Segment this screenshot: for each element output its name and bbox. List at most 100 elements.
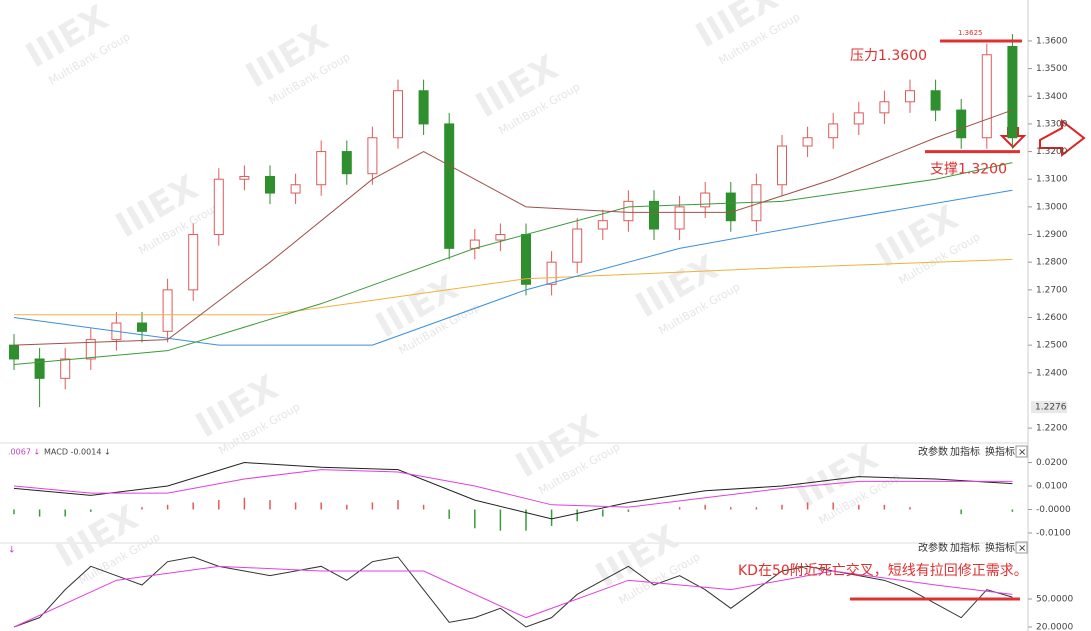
macd-bar: [806, 502, 809, 510]
y-tick-label: 1.2800: [1036, 258, 1068, 268]
close-button[interactable]: ×: [1018, 447, 1026, 458]
macd-bar: [90, 509, 92, 512]
indicator-line: [14, 258, 1013, 316]
macd-bar: [781, 504, 783, 510]
y-tick-label: 1.2400: [1036, 368, 1068, 378]
indicator-line: [13, 162, 1013, 366]
y-tick-label: 1.3400: [1036, 92, 1068, 102]
candle-body: [802, 137, 813, 147]
high-label: 1.3625: [958, 29, 983, 37]
panel-button[interactable]: 换指标: [985, 445, 1015, 458]
candle-body: [879, 101, 890, 114]
candle-body: [597, 220, 608, 230]
macd-bar: [346, 504, 348, 510]
macd-bar: [909, 507, 911, 510]
candle-body: [239, 175, 250, 180]
panel-button[interactable]: 加指标: [950, 541, 980, 554]
candle-body: [777, 145, 787, 186]
macd-bar: [550, 509, 553, 526]
macd-bar: [448, 509, 450, 519]
y-tick-label: 1.3100: [1036, 175, 1068, 185]
panel-button[interactable]: 改参数: [918, 541, 948, 554]
candle-body: [85, 339, 96, 360]
macd-header: MACD -0.0014 ↓: [44, 448, 111, 457]
macd-bar: [1011, 509, 1014, 512]
macd-bar: [602, 509, 604, 517]
y-tick-label: 1.3200: [1036, 147, 1068, 157]
panel-button[interactable]: 加指标: [950, 445, 980, 458]
macd-bar: [474, 509, 476, 529]
candle-body: [444, 123, 455, 249]
candle-body: [956, 109, 967, 139]
candle-body: [725, 192, 736, 222]
macd-bar: [294, 502, 297, 510]
resistance-label: 压力1.3600: [850, 48, 927, 64]
y-tick-label: 1.3500: [1036, 64, 1068, 74]
macd-bar: [525, 509, 527, 531]
y-tick-label: 1.3600: [1036, 36, 1068, 46]
y-tick-label: -0.0000: [1036, 505, 1071, 515]
macd-bar: [858, 504, 860, 510]
candle-body: [213, 178, 224, 236]
candle-body: [137, 322, 147, 332]
y-tick-label: 1.2700: [1036, 285, 1068, 295]
candle-body: [290, 184, 301, 194]
y-tick-label: 1.2600: [1036, 313, 1068, 323]
candle-body: [341, 151, 352, 175]
candle-body: [34, 358, 45, 379]
close-box[interactable]: [1015, 541, 1028, 554]
support-label: 支撑1.3200: [930, 162, 1007, 178]
macd-bar: [422, 504, 425, 510]
candle-body: [930, 90, 941, 111]
candle-body: [905, 90, 915, 103]
candle-body: [649, 200, 659, 230]
candle-body: [9, 344, 19, 360]
candle-body: [162, 289, 173, 332]
macd-bar: [960, 509, 962, 515]
macd-bar: [832, 502, 834, 510]
candle-body: [316, 151, 327, 186]
candle-body: [546, 261, 557, 285]
y-tick-label: 50.0000: [1036, 594, 1073, 604]
indicator-line: [13, 109, 1013, 346]
indicator-line: [13, 556, 1013, 628]
macd-bar: [218, 500, 220, 510]
macd-bar: [141, 507, 143, 510]
macd-bar: [269, 500, 271, 510]
candle-body: [265, 175, 275, 194]
candle-body: [367, 137, 378, 175]
candle-body: [700, 192, 711, 208]
candle-body: [188, 234, 199, 291]
indicator-line: [13, 565, 1013, 628]
candle-body: [1007, 45, 1018, 139]
macd-header: .0067 ↓: [8, 448, 40, 457]
panel-button[interactable]: 改参数: [918, 445, 948, 458]
macd-bar: [13, 509, 15, 515]
macd-bar: [704, 504, 706, 510]
candle-body: [418, 90, 429, 125]
panel-button[interactable]: 换指标: [985, 541, 1015, 554]
y-tick-label: 20.0000: [1036, 622, 1073, 631]
candle-body: [495, 234, 506, 241]
macd-bar: [38, 509, 41, 517]
candle-body: [521, 234, 531, 285]
candle-body: [393, 90, 403, 139]
close-button[interactable]: ×: [1018, 543, 1026, 554]
macd-bar: [883, 504, 886, 510]
candle-body: [623, 200, 634, 222]
candle-body: [981, 54, 992, 139]
macd-bar: [730, 507, 732, 510]
candle-body: [853, 112, 864, 125]
y-tick-label: 0.0200: [1036, 458, 1068, 468]
macd-bar: [397, 500, 399, 510]
candle-body: [674, 206, 685, 230]
y-tick-label: 1.2900: [1036, 230, 1068, 240]
macd-bar: [166, 504, 169, 510]
close-box[interactable]: [1015, 445, 1028, 458]
kd-header: ↓: [8, 546, 16, 556]
macd-bar: [243, 497, 246, 510]
price-label-box: [1031, 401, 1067, 414]
macd-bar: [64, 509, 66, 517]
y-tick-label: 0.0100: [1036, 482, 1068, 492]
